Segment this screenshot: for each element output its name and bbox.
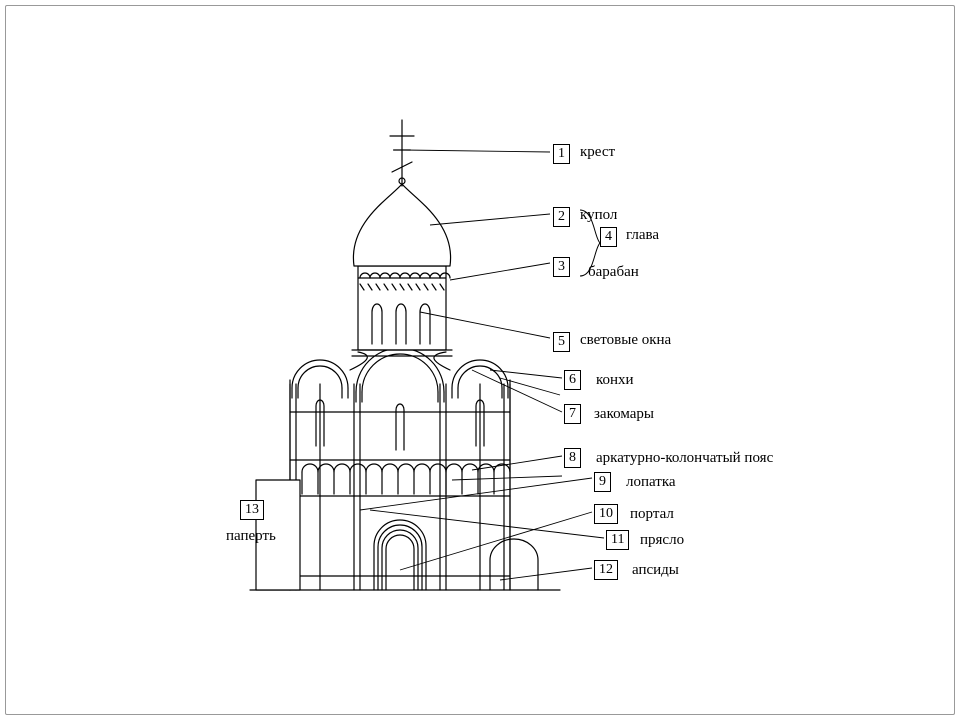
group-bracket xyxy=(0,0,960,720)
diagram-stage: 1крест2купол4глава3барабан5световые окна… xyxy=(0,0,960,720)
